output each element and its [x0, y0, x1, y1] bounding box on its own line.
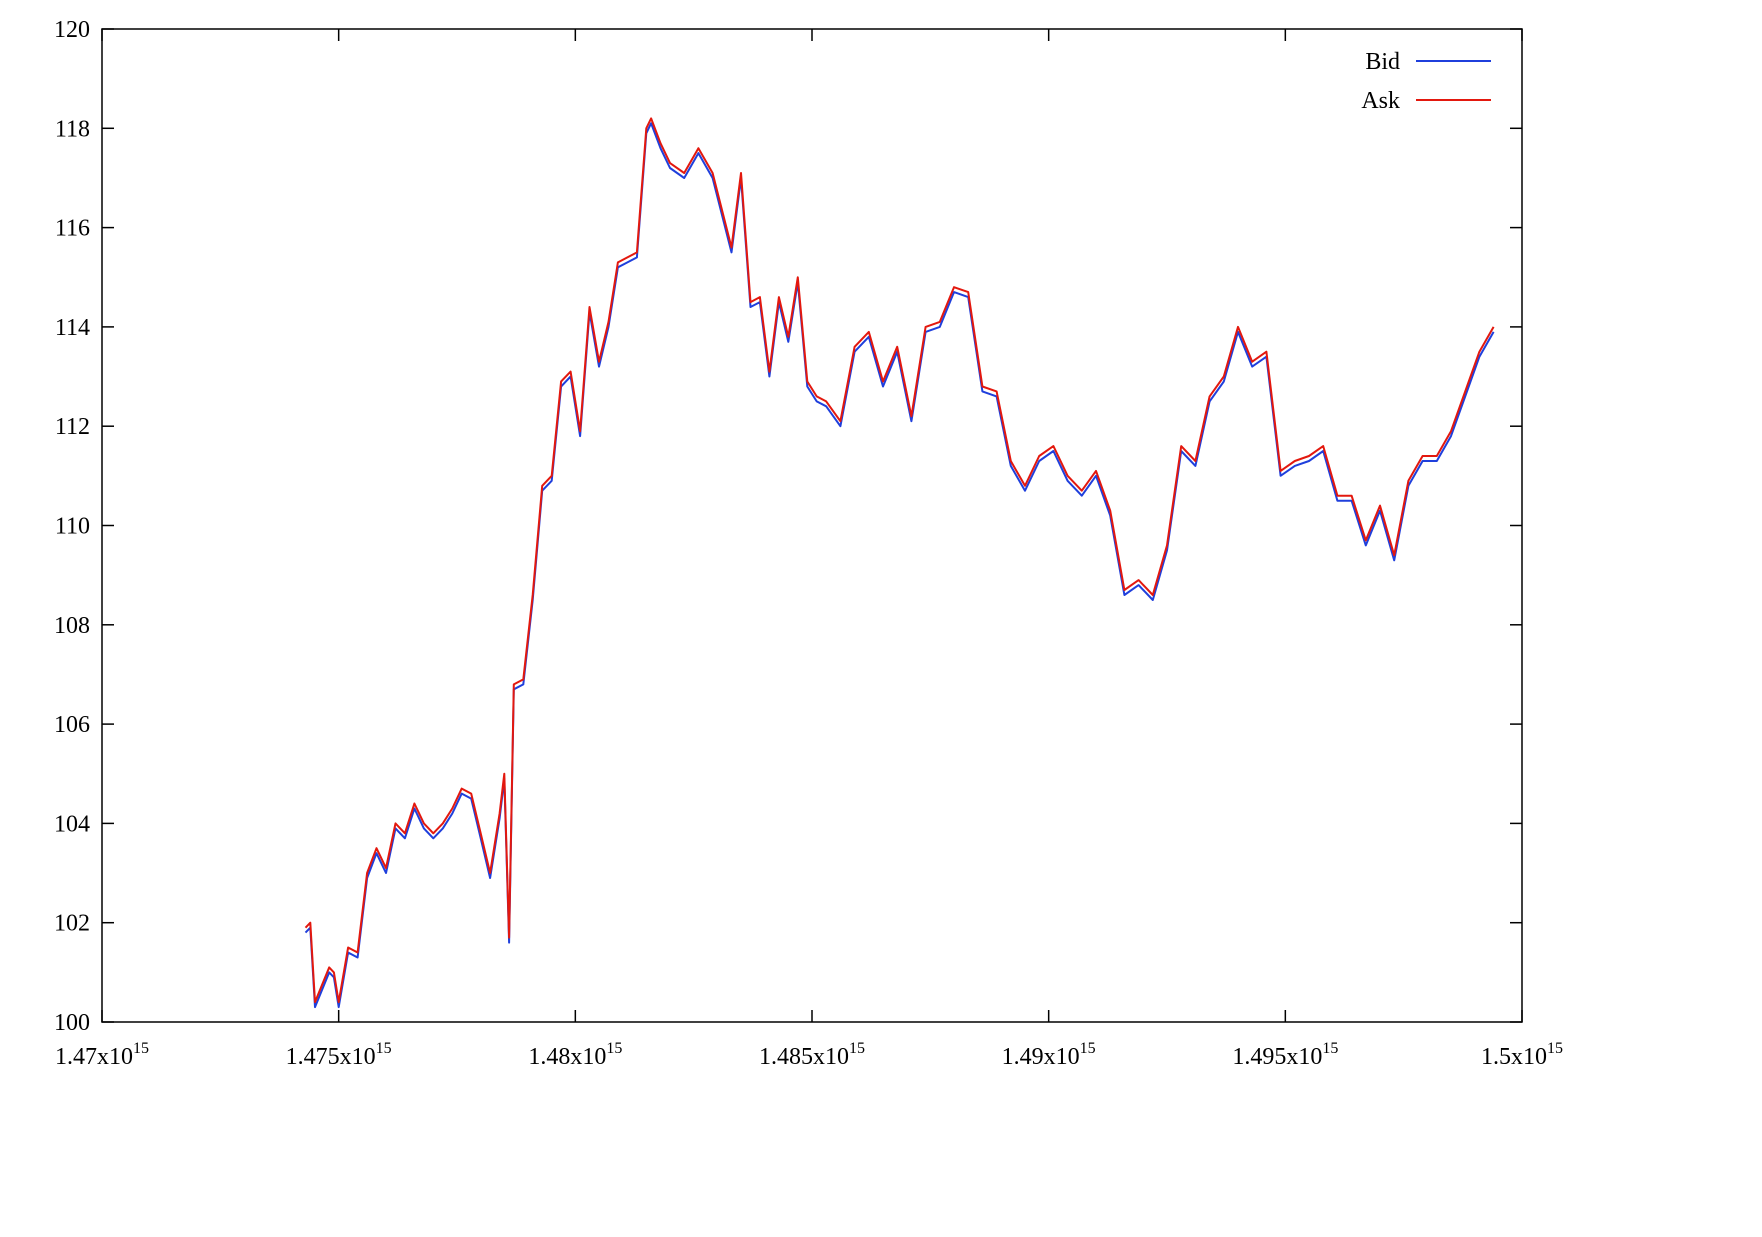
- x-tick-label: 1.485x1015: [759, 1040, 865, 1070]
- plot-frame: [101, 28, 1523, 1023]
- y-tick-label: 120: [54, 17, 90, 43]
- series-layer: [304, 117, 1495, 1009]
- x-tick-label: 1.495x1015: [1232, 1040, 1338, 1070]
- y-tick-label: 104: [54, 811, 90, 837]
- axis-tick-labels: 100 102 104 106 108 110 112 114 116 118 120 1.47x10…: [54, 17, 1563, 1070]
- y-tick-label: 114: [55, 315, 90, 341]
- y-tick-label: 100: [54, 1010, 90, 1036]
- y-tick-label: 106: [54, 712, 90, 738]
- legend-label-ask: Ask: [1361, 88, 1400, 114]
- y-tick-label: 116: [55, 216, 90, 242]
- x-tick-label: 1.47x1015: [55, 1040, 149, 1070]
- x-tick-label: 1.5x1015: [1481, 1040, 1563, 1070]
- axis-ticks: [101, 28, 1523, 1023]
- legend: Bid Ask: [1361, 49, 1491, 114]
- y-tick-label: 118: [55, 116, 90, 142]
- y-tick-label: 108: [54, 613, 90, 639]
- y-tick-label: 102: [54, 911, 90, 937]
- x-tick-label: 1.475x1015: [286, 1040, 392, 1070]
- series-line-ask: [304, 117, 1495, 1004]
- legend-label-bid: Bid: [1365, 49, 1400, 75]
- series-line-bid: [304, 122, 1495, 1009]
- x-tick-label: 1.48x1015: [528, 1040, 622, 1070]
- x-tick-label: 1.49x1015: [1002, 1040, 1096, 1070]
- y-tick-label: 110: [55, 514, 90, 540]
- y-tick-label: 112: [55, 414, 90, 440]
